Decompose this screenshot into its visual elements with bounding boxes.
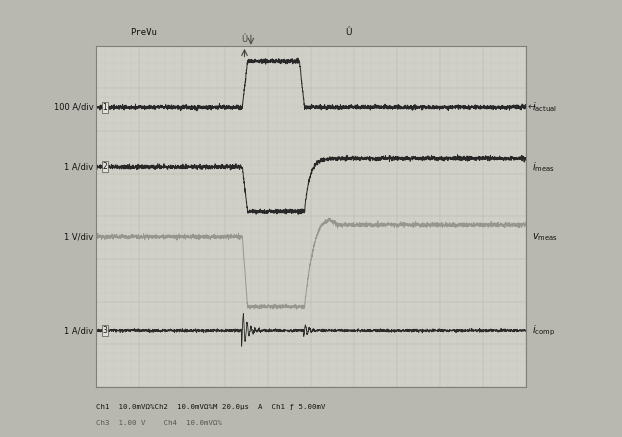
Text: 3: 3 bbox=[103, 326, 108, 335]
Text: PreVu: PreVu bbox=[131, 28, 157, 37]
Text: 1: 1 bbox=[103, 103, 108, 112]
Text: 2: 2 bbox=[103, 163, 108, 171]
Text: $v_\mathrm{meas}$: $v_\mathrm{meas}$ bbox=[532, 231, 558, 243]
Text: 1 A/div: 1 A/div bbox=[64, 326, 93, 335]
Text: ←: ← bbox=[527, 102, 536, 112]
Text: Û: Û bbox=[345, 28, 351, 37]
Text: $i_\mathrm{comp}$: $i_\mathrm{comp}$ bbox=[532, 323, 555, 338]
Text: 100 A/div: 100 A/div bbox=[53, 103, 93, 112]
Text: $i_\mathrm{meas}$: $i_\mathrm{meas}$ bbox=[532, 160, 555, 174]
Text: 1 V/div: 1 V/div bbox=[64, 232, 93, 241]
Text: Ch3  1.00 V    Ch4  10.0mVΩ%: Ch3 1.00 V Ch4 10.0mVΩ% bbox=[96, 420, 223, 426]
Text: Û: Û bbox=[241, 35, 248, 44]
Text: $i_\mathrm{actual}$: $i_\mathrm{actual}$ bbox=[532, 101, 557, 114]
Text: 1 A/div: 1 A/div bbox=[64, 163, 93, 171]
Text: Ch1  10.0mVΩ%Ch2  10.0mVΩ%M 20.0μs  A  Ch1 ƒ 5.00mV: Ch1 10.0mVΩ%Ch2 10.0mVΩ%M 20.0μs A Ch1 ƒ… bbox=[96, 404, 326, 410]
